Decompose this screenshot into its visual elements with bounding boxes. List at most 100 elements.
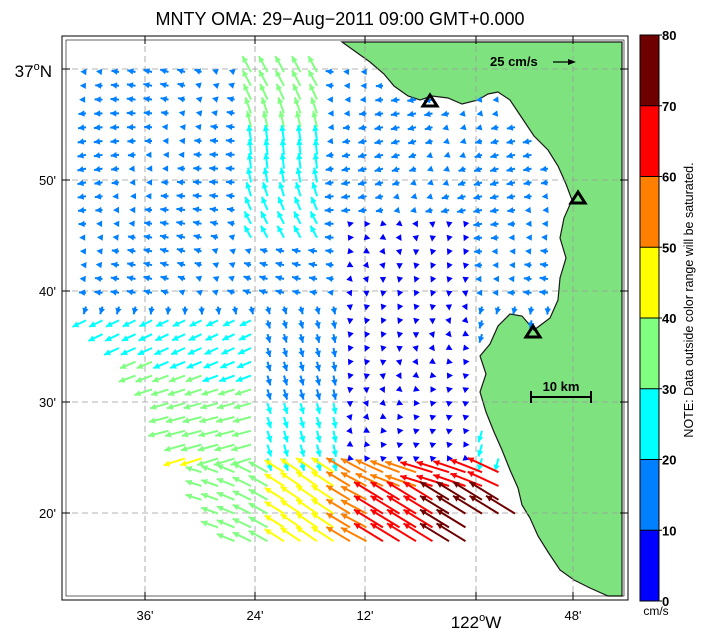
current-vector (419, 481, 450, 501)
current-vector (181, 306, 189, 315)
current-vector (298, 375, 305, 386)
current-vector (324, 220, 334, 227)
current-vector (331, 416, 338, 429)
current-vector (326, 151, 334, 159)
current-vector (227, 96, 235, 103)
current-vector (492, 275, 499, 283)
current-vector (391, 166, 400, 173)
current-vector (358, 124, 367, 131)
current-vector (228, 82, 235, 89)
current-vector (232, 503, 252, 515)
current-vector (489, 180, 499, 187)
current-vector (245, 110, 252, 128)
current-vector (331, 430, 338, 443)
current-vector (362, 276, 369, 283)
current-vector (308, 275, 318, 282)
current-vector (492, 289, 499, 296)
current-vector (473, 234, 483, 241)
current-vector (331, 375, 338, 386)
current-vector (188, 333, 202, 342)
current-vector (118, 374, 136, 383)
current-vector (459, 137, 467, 144)
current-vector (178, 151, 185, 158)
current-vector (490, 138, 499, 145)
current-vector (295, 167, 302, 183)
current-vector (475, 275, 482, 283)
current-vector (358, 207, 367, 214)
current-vector (524, 206, 531, 214)
current-vector (429, 235, 436, 242)
current-vector (459, 152, 466, 158)
current-vector (413, 303, 420, 311)
current-vector (544, 306, 551, 315)
current-vector (151, 374, 169, 383)
current-vector (145, 193, 152, 200)
current-vector (386, 522, 417, 543)
current-vector (264, 514, 285, 529)
current-vector (395, 248, 403, 256)
current-vector (446, 248, 453, 256)
current-vector (209, 192, 219, 200)
current-vector (77, 207, 87, 214)
colorbar-tick-label: 10 (662, 523, 676, 538)
current-vector (429, 358, 436, 364)
current-vector (380, 345, 387, 352)
current-vector (258, 69, 269, 87)
colorbar-tick-label: 40 (662, 311, 676, 326)
current-vector (311, 110, 318, 128)
current-vector (342, 138, 351, 145)
current-vector (166, 402, 186, 410)
current-vector (126, 96, 136, 103)
current-vector (325, 484, 351, 501)
current-vector (446, 400, 453, 407)
current-vector (171, 333, 186, 342)
current-vector (298, 306, 305, 315)
current-vector (162, 165, 169, 172)
current-vector (279, 167, 286, 183)
current-vector (159, 247, 169, 254)
current-vector (506, 124, 516, 131)
current-vector (369, 459, 400, 474)
lat-label-40: 40' (39, 284, 56, 299)
current-vector (396, 263, 403, 270)
current-vector (259, 275, 268, 282)
current-vector (128, 165, 135, 172)
current-vector (325, 248, 334, 255)
current-vector (435, 494, 467, 515)
current-vector (164, 429, 186, 438)
current-vector (374, 179, 384, 187)
current-vector (221, 333, 235, 341)
current-vector (202, 374, 219, 383)
current-vector (212, 68, 219, 75)
current-vector (211, 110, 218, 117)
current-vector (312, 167, 319, 183)
current-vector (79, 275, 86, 283)
current-vector (308, 83, 318, 101)
current-vector (390, 110, 400, 117)
current-vector (94, 179, 103, 186)
current-vector (341, 166, 351, 173)
current-vector (79, 234, 86, 241)
current-vector (277, 97, 285, 114)
current-vector (440, 207, 450, 214)
lon-label-36: 36' (137, 608, 154, 623)
current-vector (294, 181, 302, 197)
current-vector (413, 385, 420, 392)
current-vector (325, 498, 351, 515)
current-vector (395, 372, 402, 380)
current-vector (458, 166, 466, 173)
current-vector (277, 196, 285, 211)
current-vector (402, 508, 434, 529)
current-vector (346, 261, 354, 268)
current-vector (192, 206, 202, 213)
current-vector (72, 319, 87, 328)
current-vector (364, 317, 371, 325)
current-vector (407, 110, 417, 118)
current-vector (428, 331, 435, 338)
current-vector (358, 138, 367, 145)
current-vector (393, 206, 400, 214)
current-vector (310, 470, 335, 487)
current-vector (276, 225, 285, 239)
current-vector (95, 206, 103, 214)
current-vector (291, 275, 301, 282)
